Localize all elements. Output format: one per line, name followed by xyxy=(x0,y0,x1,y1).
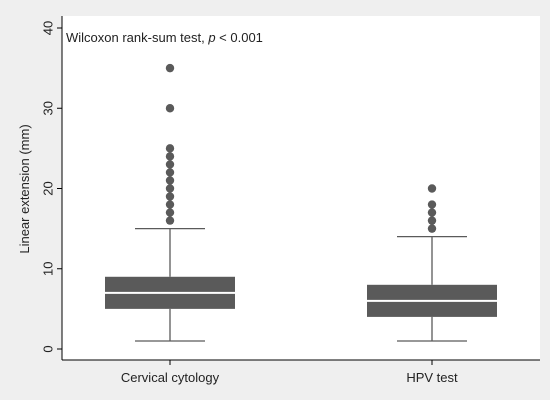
y-axis: 0 10 20 30 40 xyxy=(41,16,63,360)
y-tick-label: 40 xyxy=(41,21,56,35)
outlier-point xyxy=(427,216,437,225)
y-tick-label: 20 xyxy=(41,181,56,195)
outlier-point xyxy=(165,152,175,161)
outlier-point xyxy=(165,200,175,209)
outlier-point xyxy=(165,168,175,177)
box-group xyxy=(105,63,235,342)
x-tick-label: Cervical cytology xyxy=(121,370,220,385)
outlier-point xyxy=(165,184,175,193)
y-tick-label: 30 xyxy=(41,101,56,115)
annotation-p-italic: p xyxy=(207,30,215,45)
annotation-prefix: Wilcoxon rank-sum test, xyxy=(66,30,208,45)
outlier-point xyxy=(427,200,437,209)
annotation-suffix: < 0.001 xyxy=(216,30,263,45)
outlier-point xyxy=(165,208,175,217)
boxes xyxy=(105,63,497,342)
y-tick-label: 10 xyxy=(41,262,56,276)
outlier-point xyxy=(165,104,175,113)
outlier-point xyxy=(427,208,437,217)
outlier-point xyxy=(165,176,175,185)
y-axis-label: Linear extension (mm) xyxy=(17,124,32,253)
x-axis: Cervical cytology HPV test xyxy=(62,359,540,385)
outlier-point xyxy=(165,144,175,153)
annotation-text: Wilcoxon rank-sum test, p < 0.001 xyxy=(66,30,263,45)
outlier-point xyxy=(165,216,175,225)
outlier-point xyxy=(165,63,175,73)
outlier-point xyxy=(165,192,175,201)
x-tick-label: HPV test xyxy=(406,370,458,385)
outlier-point xyxy=(165,160,175,169)
y-tick-label: 0 xyxy=(41,345,56,352)
outlier-point xyxy=(427,184,437,193)
box-group xyxy=(367,184,497,342)
outlier-point xyxy=(427,224,437,233)
